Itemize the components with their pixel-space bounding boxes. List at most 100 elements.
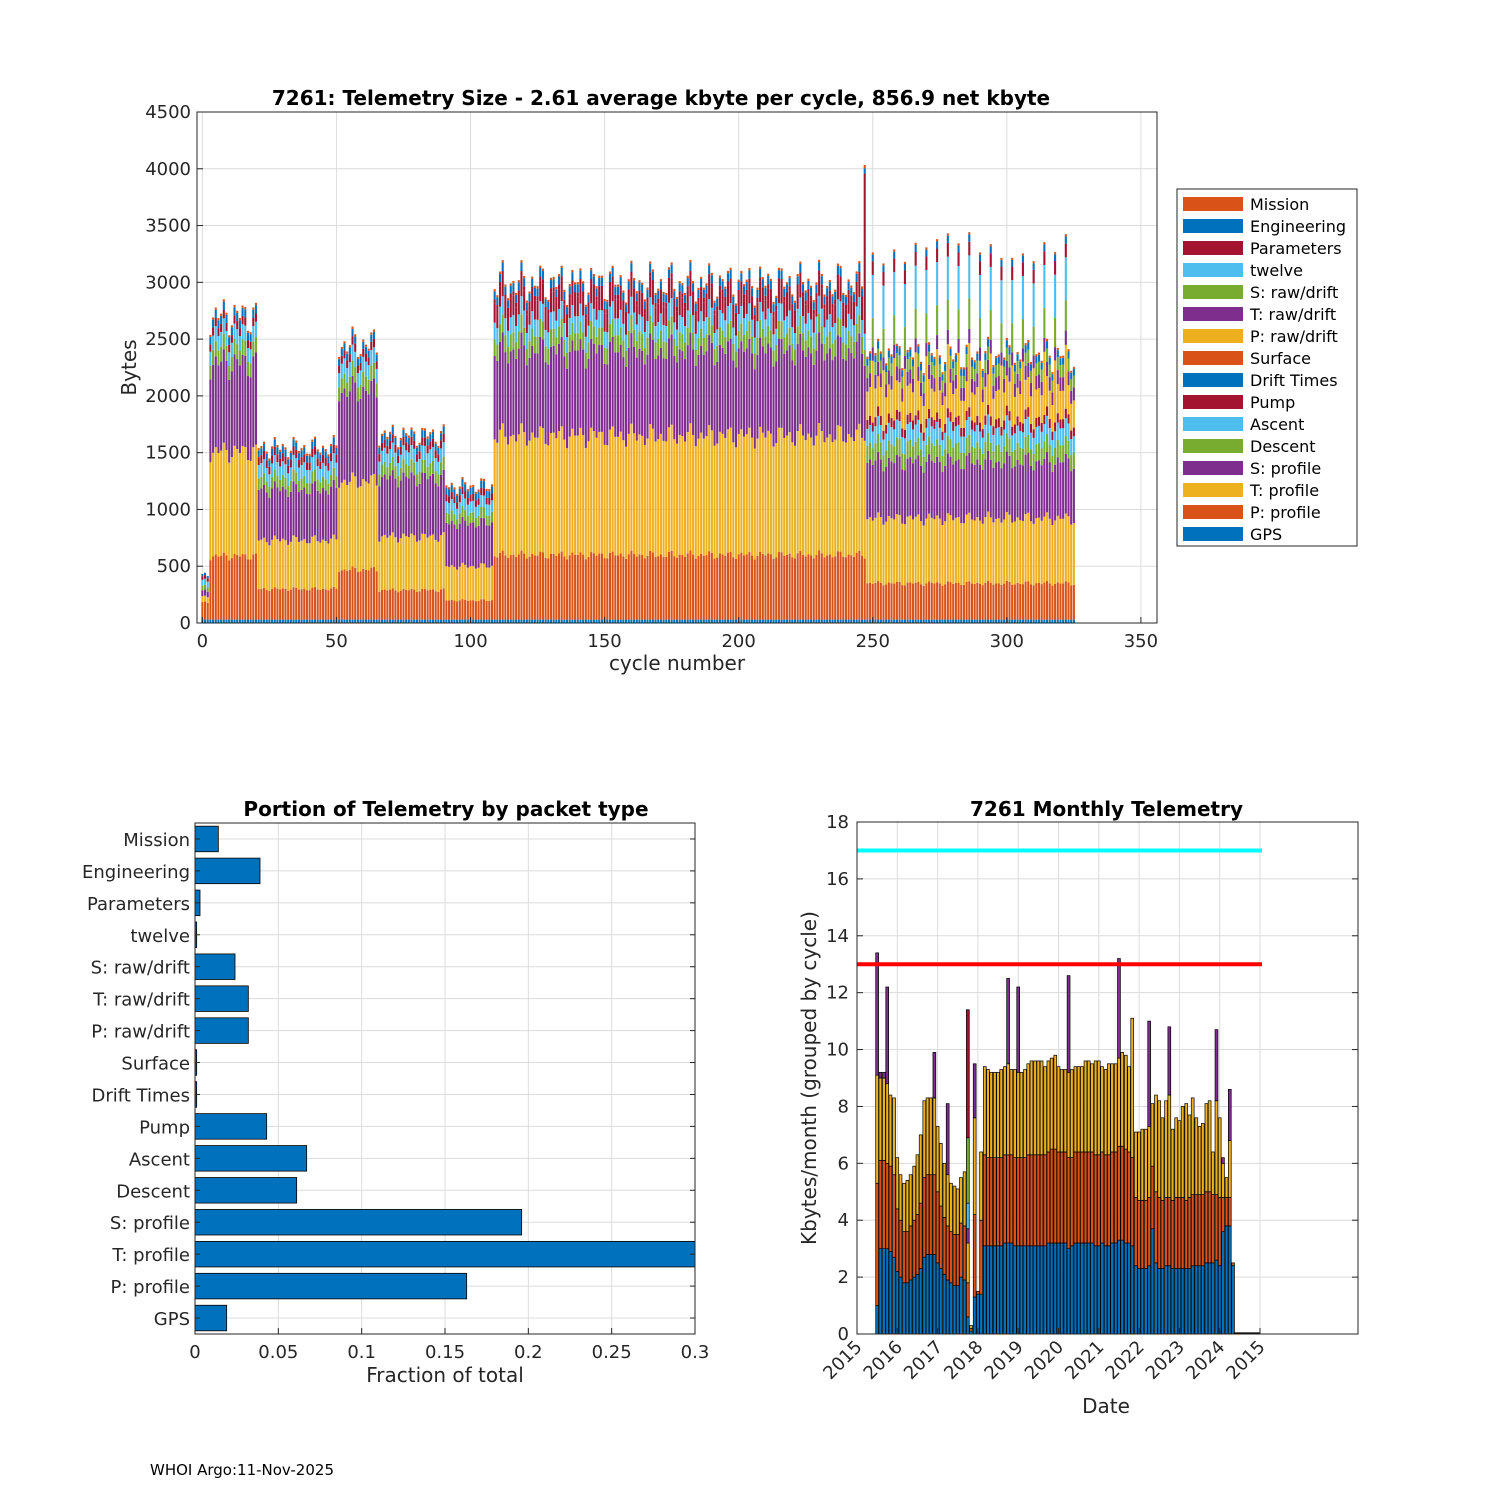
bar-segment	[340, 355, 343, 364]
bar-segment	[405, 589, 408, 620]
bar-segment	[1013, 584, 1016, 620]
month-bar-segment	[898, 1174, 903, 1221]
bar-segment	[622, 292, 625, 301]
bar-segment	[1051, 374, 1054, 381]
bar-segment	[563, 619, 566, 623]
bar-segment	[407, 590, 410, 620]
bar-segment	[1011, 522, 1014, 585]
bar-segment	[268, 497, 271, 546]
month-bar-segment	[1200, 1123, 1205, 1195]
bar-segment	[954, 460, 957, 518]
bar-segment	[295, 442, 298, 450]
bar-segment	[209, 351, 212, 366]
bar-segment	[346, 571, 349, 620]
bar-segment	[742, 619, 746, 623]
bar-segment	[346, 351, 349, 354]
bar-segment	[343, 373, 346, 389]
bar-segment	[1032, 355, 1035, 369]
bar-segment	[498, 552, 502, 620]
bar-segment	[989, 442, 992, 460]
bar-segment	[869, 619, 872, 623]
bar-segment	[697, 287, 700, 291]
bar-segment	[957, 252, 960, 267]
bar-segment	[860, 288, 864, 297]
bar-segment	[799, 550, 802, 620]
bar-segment	[742, 294, 746, 299]
month-bar-segment	[898, 1219, 903, 1278]
bar-segment	[1032, 263, 1035, 270]
bar-segment	[330, 486, 333, 539]
bar-segment	[421, 589, 424, 620]
bar-segment	[901, 368, 904, 371]
bar-segment	[600, 619, 603, 623]
bar-segment	[847, 330, 850, 349]
bar-segment	[895, 410, 898, 420]
bar-segment	[448, 496, 451, 503]
month-bar-segment	[972, 1117, 977, 1215]
month-bar-segment	[1200, 1265, 1205, 1335]
bar-segment	[968, 407, 971, 417]
category-label: twelve	[130, 926, 190, 947]
bar-segment	[549, 292, 553, 313]
bar-segment	[962, 452, 965, 470]
bar-segment	[938, 364, 941, 377]
bar-segment	[1059, 462, 1062, 519]
bar-segment	[439, 440, 443, 449]
bar-segment	[397, 455, 400, 464]
bar-segment	[380, 536, 384, 590]
bar-segment	[745, 331, 748, 349]
bar-segment	[815, 284, 818, 293]
bar-segment	[501, 550, 504, 620]
bar-segment	[694, 311, 697, 316]
bar-segment	[847, 289, 850, 295]
bar-segment	[1000, 468, 1003, 523]
bar-segment	[638, 554, 641, 620]
bar-segment	[525, 314, 528, 333]
bar-segment	[890, 583, 893, 620]
bar-segment	[423, 619, 426, 623]
bar-segment	[842, 619, 845, 623]
bar-segment	[638, 331, 641, 349]
x-tick-label: 0.2	[514, 1342, 543, 1363]
bar-segment	[697, 290, 700, 298]
bar-segment	[826, 353, 829, 438]
bar-segment	[1037, 352, 1041, 355]
month-bar-segment	[898, 1276, 903, 1335]
bar-segment	[713, 302, 716, 311]
bar-segment	[810, 295, 813, 301]
bar-segment	[1051, 525, 1054, 586]
bar-segment	[753, 315, 756, 320]
bar-segment	[925, 444, 928, 462]
bar-segment	[603, 301, 606, 309]
bar-segment	[268, 545, 271, 591]
bar-segment	[925, 342, 928, 357]
bar-segment	[890, 461, 893, 519]
bar-segment	[941, 440, 944, 457]
month-bar-segment	[1221, 1157, 1225, 1164]
bar-segment	[292, 587, 295, 620]
bar-segment	[1072, 452, 1075, 469]
month-bar-segment	[1110, 1151, 1114, 1244]
bar-segment	[791, 296, 794, 305]
bar-segment	[659, 330, 662, 348]
bar-segment	[667, 282, 671, 303]
bar-segment	[995, 619, 998, 623]
bar-segment	[389, 449, 392, 463]
bar-segment	[456, 502, 459, 509]
bar-segment	[523, 278, 526, 287]
bar-segment	[627, 313, 630, 331]
bar-segment	[1067, 349, 1070, 352]
bar-segment	[308, 470, 311, 484]
bar-segment	[928, 418, 931, 437]
bar-segment	[1040, 448, 1043, 466]
bar-segment	[753, 305, 756, 308]
bar-segment	[265, 460, 268, 469]
bar-segment	[332, 467, 335, 480]
bar-segment	[244, 317, 247, 326]
bar-segment	[997, 354, 1000, 357]
bar-segment	[279, 449, 282, 452]
bar-segment	[515, 556, 518, 620]
bar-segment	[563, 291, 566, 300]
bar-segment	[351, 360, 354, 376]
bar-segment	[262, 443, 266, 451]
